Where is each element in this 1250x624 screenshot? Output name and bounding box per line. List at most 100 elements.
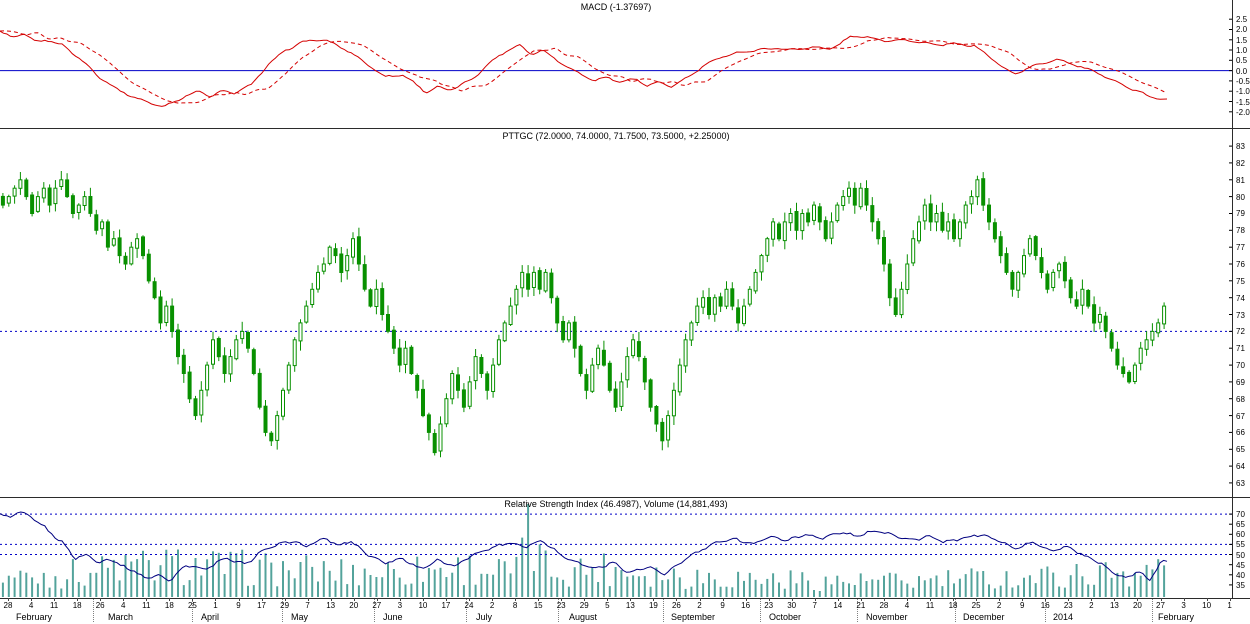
x-axis-tick <box>1068 598 1070 601</box>
y-axis-tick-label: -1.0 <box>1236 87 1250 97</box>
panel-separator <box>0 598 1250 599</box>
x-axis-tick <box>330 598 332 601</box>
x-axis-tick <box>722 598 724 601</box>
x-axis-day-label: 2 <box>489 601 495 610</box>
y-axis-tick-label: 1.5 <box>1236 35 1248 45</box>
x-axis-day-label: 1 <box>213 601 218 610</box>
y-axis-tick-label: -1.5 <box>1236 97 1250 107</box>
x-axis-tick <box>515 598 517 601</box>
month-separator <box>558 599 559 622</box>
x-axis-day-label: 13 <box>326 601 336 610</box>
y-axis-tick-label: 70 <box>1236 510 1245 520</box>
x-axis-day-label: 2 <box>697 601 702 610</box>
x-axis-day-label: 13 <box>625 601 635 610</box>
x-axis-tick <box>676 598 678 601</box>
y-axis-tick-label: 80 <box>1236 192 1245 202</box>
candlesticks <box>0 171 1167 458</box>
x-axis-tick <box>422 598 424 601</box>
x-axis-tick <box>1045 598 1047 601</box>
month-separator <box>466 599 467 622</box>
x-axis-tick <box>1091 598 1093 601</box>
y-axis-tick-label: 67 <box>1236 411 1245 421</box>
x-axis-day-label: 18 <box>948 601 958 610</box>
y-axis-tick-label: 79 <box>1236 209 1245 219</box>
y-axis-tick-label: 55 <box>1236 540 1245 550</box>
x-axis-tick <box>814 598 816 601</box>
y-axis-tick-label: 77 <box>1236 243 1245 253</box>
x-axis-tick <box>169 598 171 601</box>
x-axis-day-label: 4 <box>121 601 126 610</box>
x-axis-tick <box>77 598 79 601</box>
y-axis-tick-label: 69 <box>1236 377 1245 387</box>
macd-plot[interactable] <box>0 0 1250 128</box>
x-axis-month-label: February <box>16 612 53 622</box>
x-axis-day-label: 25 <box>971 601 981 610</box>
x-axis-day-label: 28 <box>879 601 889 610</box>
x-axis-day-label: 29 <box>280 601 290 610</box>
macd-panel <box>0 0 1250 128</box>
x-axis-day-label: 11 <box>49 601 59 610</box>
x-axis-day-label: 15 <box>533 601 543 610</box>
x-axis-tick <box>492 598 494 601</box>
x-axis-month-label: February <box>1158 612 1195 622</box>
x-axis-day-label: 13 <box>1109 601 1119 610</box>
x-axis-month-label: August <box>569 612 598 622</box>
month-separator <box>93 599 94 622</box>
x-axis-tick <box>607 598 609 601</box>
month-separator <box>1152 599 1153 622</box>
x-axis-day-label: 11 <box>142 601 151 610</box>
month-separator <box>374 599 375 622</box>
x-axis-day-label: 23 <box>1063 601 1073 610</box>
x-axis-tick <box>215 598 217 601</box>
x-axis-tick <box>1114 598 1116 601</box>
y-axis-tick-label: 65 <box>1236 520 1245 530</box>
x-axis-day-label: 2 <box>1089 601 1094 610</box>
x-axis-day-label: 28 <box>3 601 13 610</box>
volume-bars <box>1 504 1166 597</box>
x-axis-day-label: 9 <box>720 601 725 610</box>
panel-separator <box>0 128 1250 129</box>
right-axis-border <box>1232 0 1233 598</box>
price-title: PTTGC (72.0000, 74.0000, 71.7500, 73.500… <box>502 131 730 141</box>
x-axis-tick <box>1022 598 1024 601</box>
x-axis-tick <box>353 598 355 601</box>
x-axis-day-label: 18 <box>164 601 174 610</box>
rsi-volume-title: Relative Strength Index (46.4987), Volum… <box>504 499 728 509</box>
x-axis-tick <box>100 598 102 601</box>
x-axis-tick <box>837 598 839 601</box>
y-axis-tick-label: 35 <box>1236 580 1245 590</box>
x-axis-tick <box>261 598 263 601</box>
y-axis-tick-label: 1.0 <box>1236 46 1248 56</box>
x-axis-month-label: November <box>866 612 908 622</box>
price-plot[interactable] <box>0 128 1250 497</box>
x-axis-tick <box>123 598 125 601</box>
x-axis-day-label: 17 <box>257 601 266 610</box>
x-axis-tick <box>561 598 563 601</box>
x-axis-day-label: 27 <box>1156 601 1165 610</box>
x-axis-day-label: 1 <box>1227 601 1232 610</box>
rsi-volume-panel <box>0 497 1250 598</box>
macd-line <box>0 30 1168 107</box>
x-axis-month-label: September <box>671 612 716 622</box>
x-axis-day-label: 14 <box>833 601 843 610</box>
x-axis-day-label: 16 <box>1040 601 1050 610</box>
x-axis-tick <box>860 598 862 601</box>
y-axis-tick-label: 63 <box>1236 478 1245 488</box>
y-axis-tick-label: 40 <box>1236 570 1245 580</box>
x-axis-tick <box>1160 598 1162 601</box>
month-separator <box>282 599 283 622</box>
x-axis-tick <box>399 598 401 601</box>
x-axis-day-label: 7 <box>812 601 817 610</box>
rsi-line <box>0 511 1168 582</box>
x-axis-tick <box>31 598 33 601</box>
x-axis-tick <box>146 598 148 601</box>
x-axis-tick <box>238 598 240 601</box>
x-axis-tick <box>584 598 586 601</box>
x-axis-tick <box>538 598 540 601</box>
x-axis-day-label: 20 <box>1132 601 1142 610</box>
x-axis-day-label: 3 <box>1181 601 1186 610</box>
y-axis-tick-label: 65 <box>1236 445 1245 455</box>
y-axis-tick-label: 0.5 <box>1236 56 1248 66</box>
x-axis-day-label: 7 <box>305 601 310 610</box>
rsi-volume-plot[interactable] <box>0 497 1250 598</box>
